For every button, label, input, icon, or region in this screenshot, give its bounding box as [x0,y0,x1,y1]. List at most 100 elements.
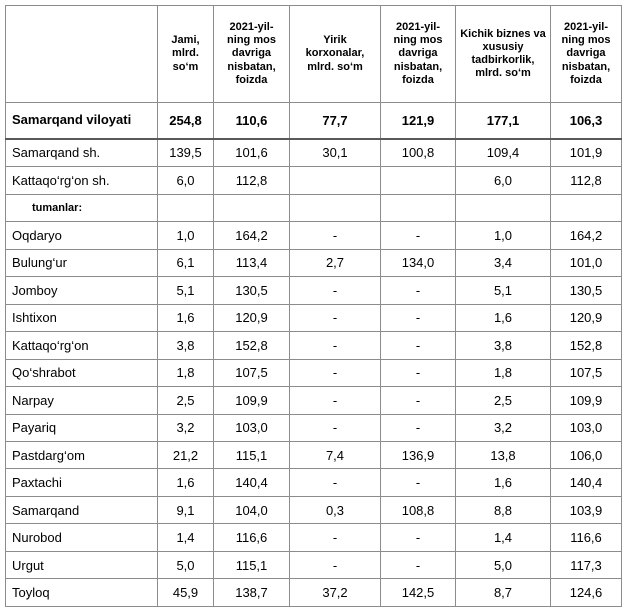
table-cell [289,193,381,223]
table-cell: 106,0 [550,440,622,470]
table-cell: - [380,413,456,442]
table-cell: 6,0 [157,166,214,195]
table-cell: 3,2 [157,413,214,442]
table-cell: 109,9 [213,386,290,415]
table-row: Bulung‘ur 6,1 113,4 2,7 134,0 3,4 101,0 [5,248,622,278]
table-cell: 1,6 [157,468,214,497]
table-cell: 1,0 [455,221,551,250]
table-cell: 164,2 [550,221,622,250]
table-cell: 8,8 [455,495,551,525]
table-cell: 7,4 [289,440,381,470]
table-cell [289,166,381,195]
table-cell: - [289,523,381,552]
table-cell: 108,8 [380,495,456,525]
table-cell: 2,7 [289,248,381,278]
header-large-enterprises-growth: 2021-yil-ning mos davriga nisbatan, foiz… [380,5,456,103]
table-cell: 8,7 [455,578,551,607]
table-cell [455,193,551,223]
table-cell: 120,9 [213,303,290,333]
table-cell: - [289,386,381,415]
table-cell: - [289,413,381,442]
table-cell: 152,8 [550,331,622,360]
table-cell: 115,1 [213,550,290,580]
table-cell: - [380,221,456,250]
table-cell: 5,0 [455,550,551,580]
total-row-label: Samarqand viloyati [5,101,158,140]
header-small-business-growth: 2021-yil-ning mos davriga nisbatan, foiz… [550,5,622,103]
statistics-table: Jami, mlrd. so‘m 2021-yil-ning mos davri… [5,5,622,607]
table-cell: 2,5 [157,386,214,415]
table-cell: 3,4 [455,248,551,278]
table-cell: 1,8 [157,358,214,388]
table-cell: 101,0 [550,248,622,278]
table-row: Toyloq 45,9 138,7 37,2 142,5 8,7 124,6 [5,578,622,607]
row-label: Kattaqo‘rg‘on [5,331,158,360]
table-cell: 136,9 [380,440,456,470]
section-label: tumanlar: [5,193,158,223]
table-cell: - [289,331,381,360]
row-label: Paxtachi [5,468,158,497]
header-row: Jami, mlrd. so‘m 2021-yil-ning mos davri… [5,5,622,103]
table-row: Ishtixon 1,6 120,9- -1,6 120,9 [5,303,622,333]
table-cell: 103,9 [550,495,622,525]
table-cell: - [289,276,381,305]
table-cell: - [380,276,456,305]
row-label: Qo‘shrabot [5,358,158,388]
table-cell: - [289,550,381,580]
table-cell: - [380,550,456,580]
table-cell: 6,0 [455,166,551,195]
table-cell: 142,5 [380,578,456,607]
table-cell: 100,8 [380,138,456,168]
table-cell: 13,8 [455,440,551,470]
header-small-business: Kichik biznes va xususiy tadbirkorlik, m… [455,5,551,103]
row-label: Payariq [5,413,158,442]
row-label: Narpay [5,386,158,415]
table-cell: 103,0 [550,413,622,442]
table-cell: - [289,468,381,497]
table-cell: 109,4 [455,138,551,168]
table-cell: 124,6 [550,578,622,607]
table-cell: 152,8 [213,331,290,360]
table-cell: 103,0 [213,413,290,442]
table-cell: 101,6 [213,138,290,168]
table-row: Pastdarg‘om 21,2 115,1 7,4 136,9 13,8 106,0 [5,440,622,470]
row-label: Ishtixon [5,303,158,333]
table-cell: 120,9 [550,303,622,333]
table-row: Jomboy 5,1 130,5- -5,1 130,5 [5,276,622,305]
table-cell: 6,1 [157,248,214,278]
row-label: Samarqand sh. [5,138,158,168]
table-cell [157,193,214,223]
table-cell: 140,4 [550,468,622,497]
table-cell: 101,9 [550,138,622,168]
table-cell: 1,6 [455,468,551,497]
table-cell: - [380,331,456,360]
table-cell: 107,5 [550,358,622,388]
table-cell: 134,0 [380,248,456,278]
table-row: tumanlar: [5,193,622,223]
table-cell [380,166,456,195]
table-cell: 3,2 [455,413,551,442]
table-cell [550,193,622,223]
table-cell: 139,5 [157,138,214,168]
table-cell: 5,0 [157,550,214,580]
table-cell: - [380,386,456,415]
header-total: Jami, mlrd. so‘m [157,5,214,103]
table-cell: - [380,468,456,497]
header-large-enterprises: Yirik korxonalar, mlrd. so‘m [289,5,381,103]
table-cell: 117,3 [550,550,622,580]
table-cell: - [380,303,456,333]
table-cell: 112,8 [213,166,290,195]
table-cell: 9,1 [157,495,214,525]
table-cell: 0,3 [289,495,381,525]
table-row: Oqdaryo 1,0 164,2- -1,0 164,2 [5,221,622,250]
table-row: Nurobod 1,4 116,6- -1,4 116,6 [5,523,622,552]
table-cell: 37,2 [289,578,381,607]
table-row: Urgut 5,0 115,1- -5,0 117,3 [5,550,622,580]
table-cell: - [289,358,381,388]
total-cell: 254,8 [157,101,214,140]
table-cell: 140,4 [213,468,290,497]
table-cell: 116,6 [550,523,622,552]
table-cell: 113,4 [213,248,290,278]
row-label: Kattaqo‘rg‘on sh. [5,166,158,195]
total-cell: 110,6 [213,101,290,140]
